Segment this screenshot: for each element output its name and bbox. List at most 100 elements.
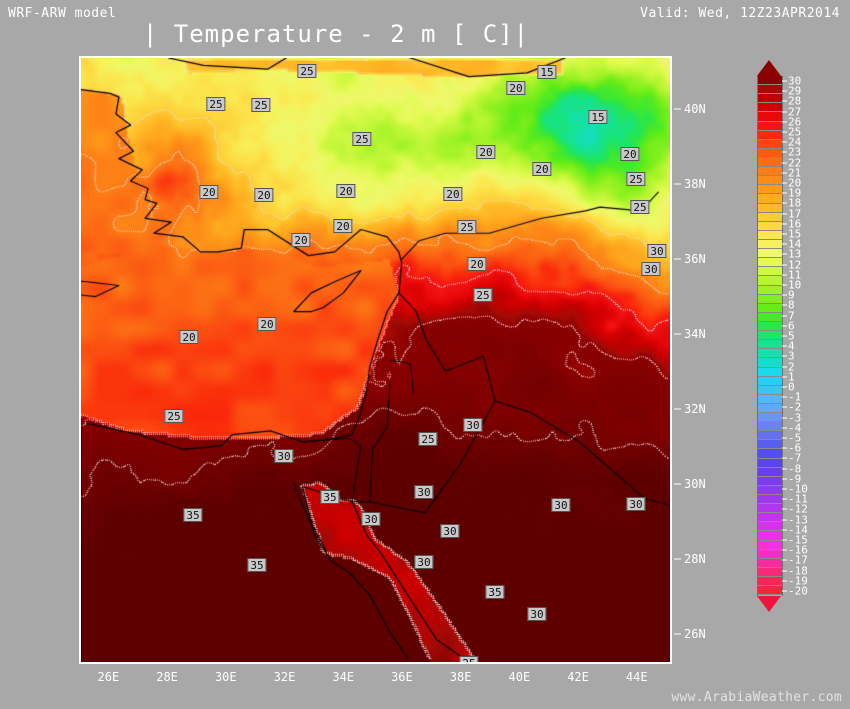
colorbar-swatch (758, 531, 782, 541)
colorbar-swatch (758, 394, 782, 404)
colorbar-swatch (758, 167, 782, 177)
colorbar-tick-label: 6 (788, 319, 795, 333)
colorbar-tick-mark (782, 519, 787, 521)
colorbar-swatch (758, 249, 782, 259)
colorbar-swatch (758, 422, 782, 432)
contour-value-label: 35 (247, 558, 267, 572)
temperature-map[interactable]: 2515152015252515252020202520202020252025… (79, 56, 672, 664)
colorbar-tick-mark (782, 570, 787, 571)
colorbar-tick-mark (782, 213, 787, 215)
colorbar-swatch (758, 449, 782, 459)
contour-value-label: 30 (527, 607, 547, 621)
colorbar-tick-label: -19 (788, 574, 808, 588)
colorbar-tick-mark (782, 386, 787, 388)
contour-value-label: 25 (164, 409, 184, 423)
colorbar-tick-mark (782, 396, 787, 398)
longitude-tick-label: 44E (625, 670, 648, 684)
colorbar-tick-mark (782, 345, 787, 347)
colorbar-tick-mark (782, 151, 787, 153)
colorbar-swatch (758, 176, 782, 186)
latitude-tick-mark (674, 108, 681, 110)
latitude-tick-mark (674, 483, 681, 485)
colorbar-tick-mark (782, 80, 787, 82)
contour-value-label: 25 (630, 200, 650, 214)
contour-value-label: 25 (297, 64, 317, 78)
colorbar-tick-label: 10 (788, 278, 802, 292)
colorbar-swatch (758, 431, 782, 441)
colorbar-swatch (758, 522, 782, 532)
colorbar-swatch (758, 230, 782, 240)
colorbar-tick-label: -9 (788, 472, 802, 486)
colorbar-swatch (758, 340, 782, 350)
colorbar-swatch (758, 403, 782, 414)
colorbar-swatch (758, 485, 782, 496)
colorbar-swatch (758, 513, 782, 523)
contour-value-label: 35 (183, 508, 203, 522)
colorbar-tick-label: 7 (788, 309, 795, 323)
colorbar-tick-label: 1 (788, 370, 795, 384)
colorbar-swatch (758, 258, 782, 268)
colorbar-tick-mark (782, 559, 787, 561)
colorbar-swatch (758, 440, 782, 450)
colorbar-swatch (758, 185, 782, 195)
latitude-tick-label: 40N (684, 101, 706, 116)
latitude-tick-label: 30N (684, 476, 706, 491)
colorbar-swatch (758, 130, 782, 140)
colorbar-tick-mark (782, 417, 787, 419)
longitude-tick-label: 34E (332, 670, 355, 684)
contour-value-label: 20 (333, 219, 353, 233)
colorbar-tick-label: -18 (788, 564, 808, 577)
colorbar-tick-mark (782, 162, 787, 164)
latitude-tick-mark (674, 258, 681, 260)
color-scale-legend[interactable]: 30 29 28 27 26 25 24 23 22 21 20 19 18 17 16 15 14 13 12 11… (752, 60, 842, 648)
colorbar-tick-mark (782, 182, 787, 184)
colorbar-tick-mark (782, 100, 787, 102)
latitude-tick-mark (674, 633, 681, 635)
colorbar-tick-mark (782, 315, 787, 317)
colorbar-tick-mark (782, 447, 787, 449)
colorbar-tick-mark (782, 488, 787, 490)
colorbar-swatch (758, 194, 782, 204)
colorbar-swatch (758, 221, 782, 231)
colorbar-swatches (757, 76, 783, 596)
colorbar-tick-label: 30 (788, 74, 802, 88)
contour-value-label: 25 (626, 172, 646, 186)
colorbar-tick-label: 21 (788, 166, 802, 180)
colorbar-swatch (758, 540, 782, 550)
colorbar-tick-mark (782, 243, 787, 245)
contour-value-label: 25 (418, 432, 438, 446)
contour-value-label: 20 (532, 162, 552, 176)
latitude-tick-label: 28N (684, 551, 706, 566)
colorbar-tick-label: 8 (788, 298, 795, 312)
colorbar-tick-label: 23 (788, 145, 802, 159)
colorbar-tick-mark (782, 549, 787, 551)
colorbar-tick-mark (782, 264, 787, 266)
colorbar-tick-label: -6 (788, 441, 802, 455)
contour-value-label: 30 (641, 262, 661, 276)
colorbar-tick-mark (782, 141, 787, 143)
colorbar-tick-label: 4 (788, 339, 795, 353)
contour-value-label: 20 (443, 187, 463, 201)
colorbar-swatch (758, 467, 782, 477)
colorbar-tick-label: -13 (788, 513, 808, 527)
colorbar-tick-mark (782, 111, 787, 113)
colorbar-min-arrow-icon (757, 596, 781, 612)
colorbar-swatch (758, 331, 782, 341)
contour-value-label: 20 (476, 145, 496, 159)
colorbar-tick-label: 9 (788, 288, 795, 302)
colorbar-tick-mark (782, 121, 787, 123)
latitude-tick-mark (674, 558, 681, 560)
colorbar-tick-label: 28 (788, 94, 802, 108)
colorbar-tick-mark (782, 376, 787, 378)
longitude-tick-label: 42E (567, 670, 589, 684)
colorbar-tick-label: 0 (788, 380, 795, 394)
colorbar-tick-label: 13 (788, 247, 802, 261)
colorbar-tick-mark (782, 529, 787, 531)
colorbar-tick-label: -10 (788, 482, 808, 496)
colorbar-swatch (758, 157, 782, 168)
contour-value-label: 30 (626, 497, 646, 511)
colorbar-tick-label: -8 (788, 462, 802, 476)
latitude-tick-label: 38N (684, 176, 706, 191)
colorbar-swatch (758, 567, 782, 578)
contour-value-label: 20 (506, 81, 526, 95)
